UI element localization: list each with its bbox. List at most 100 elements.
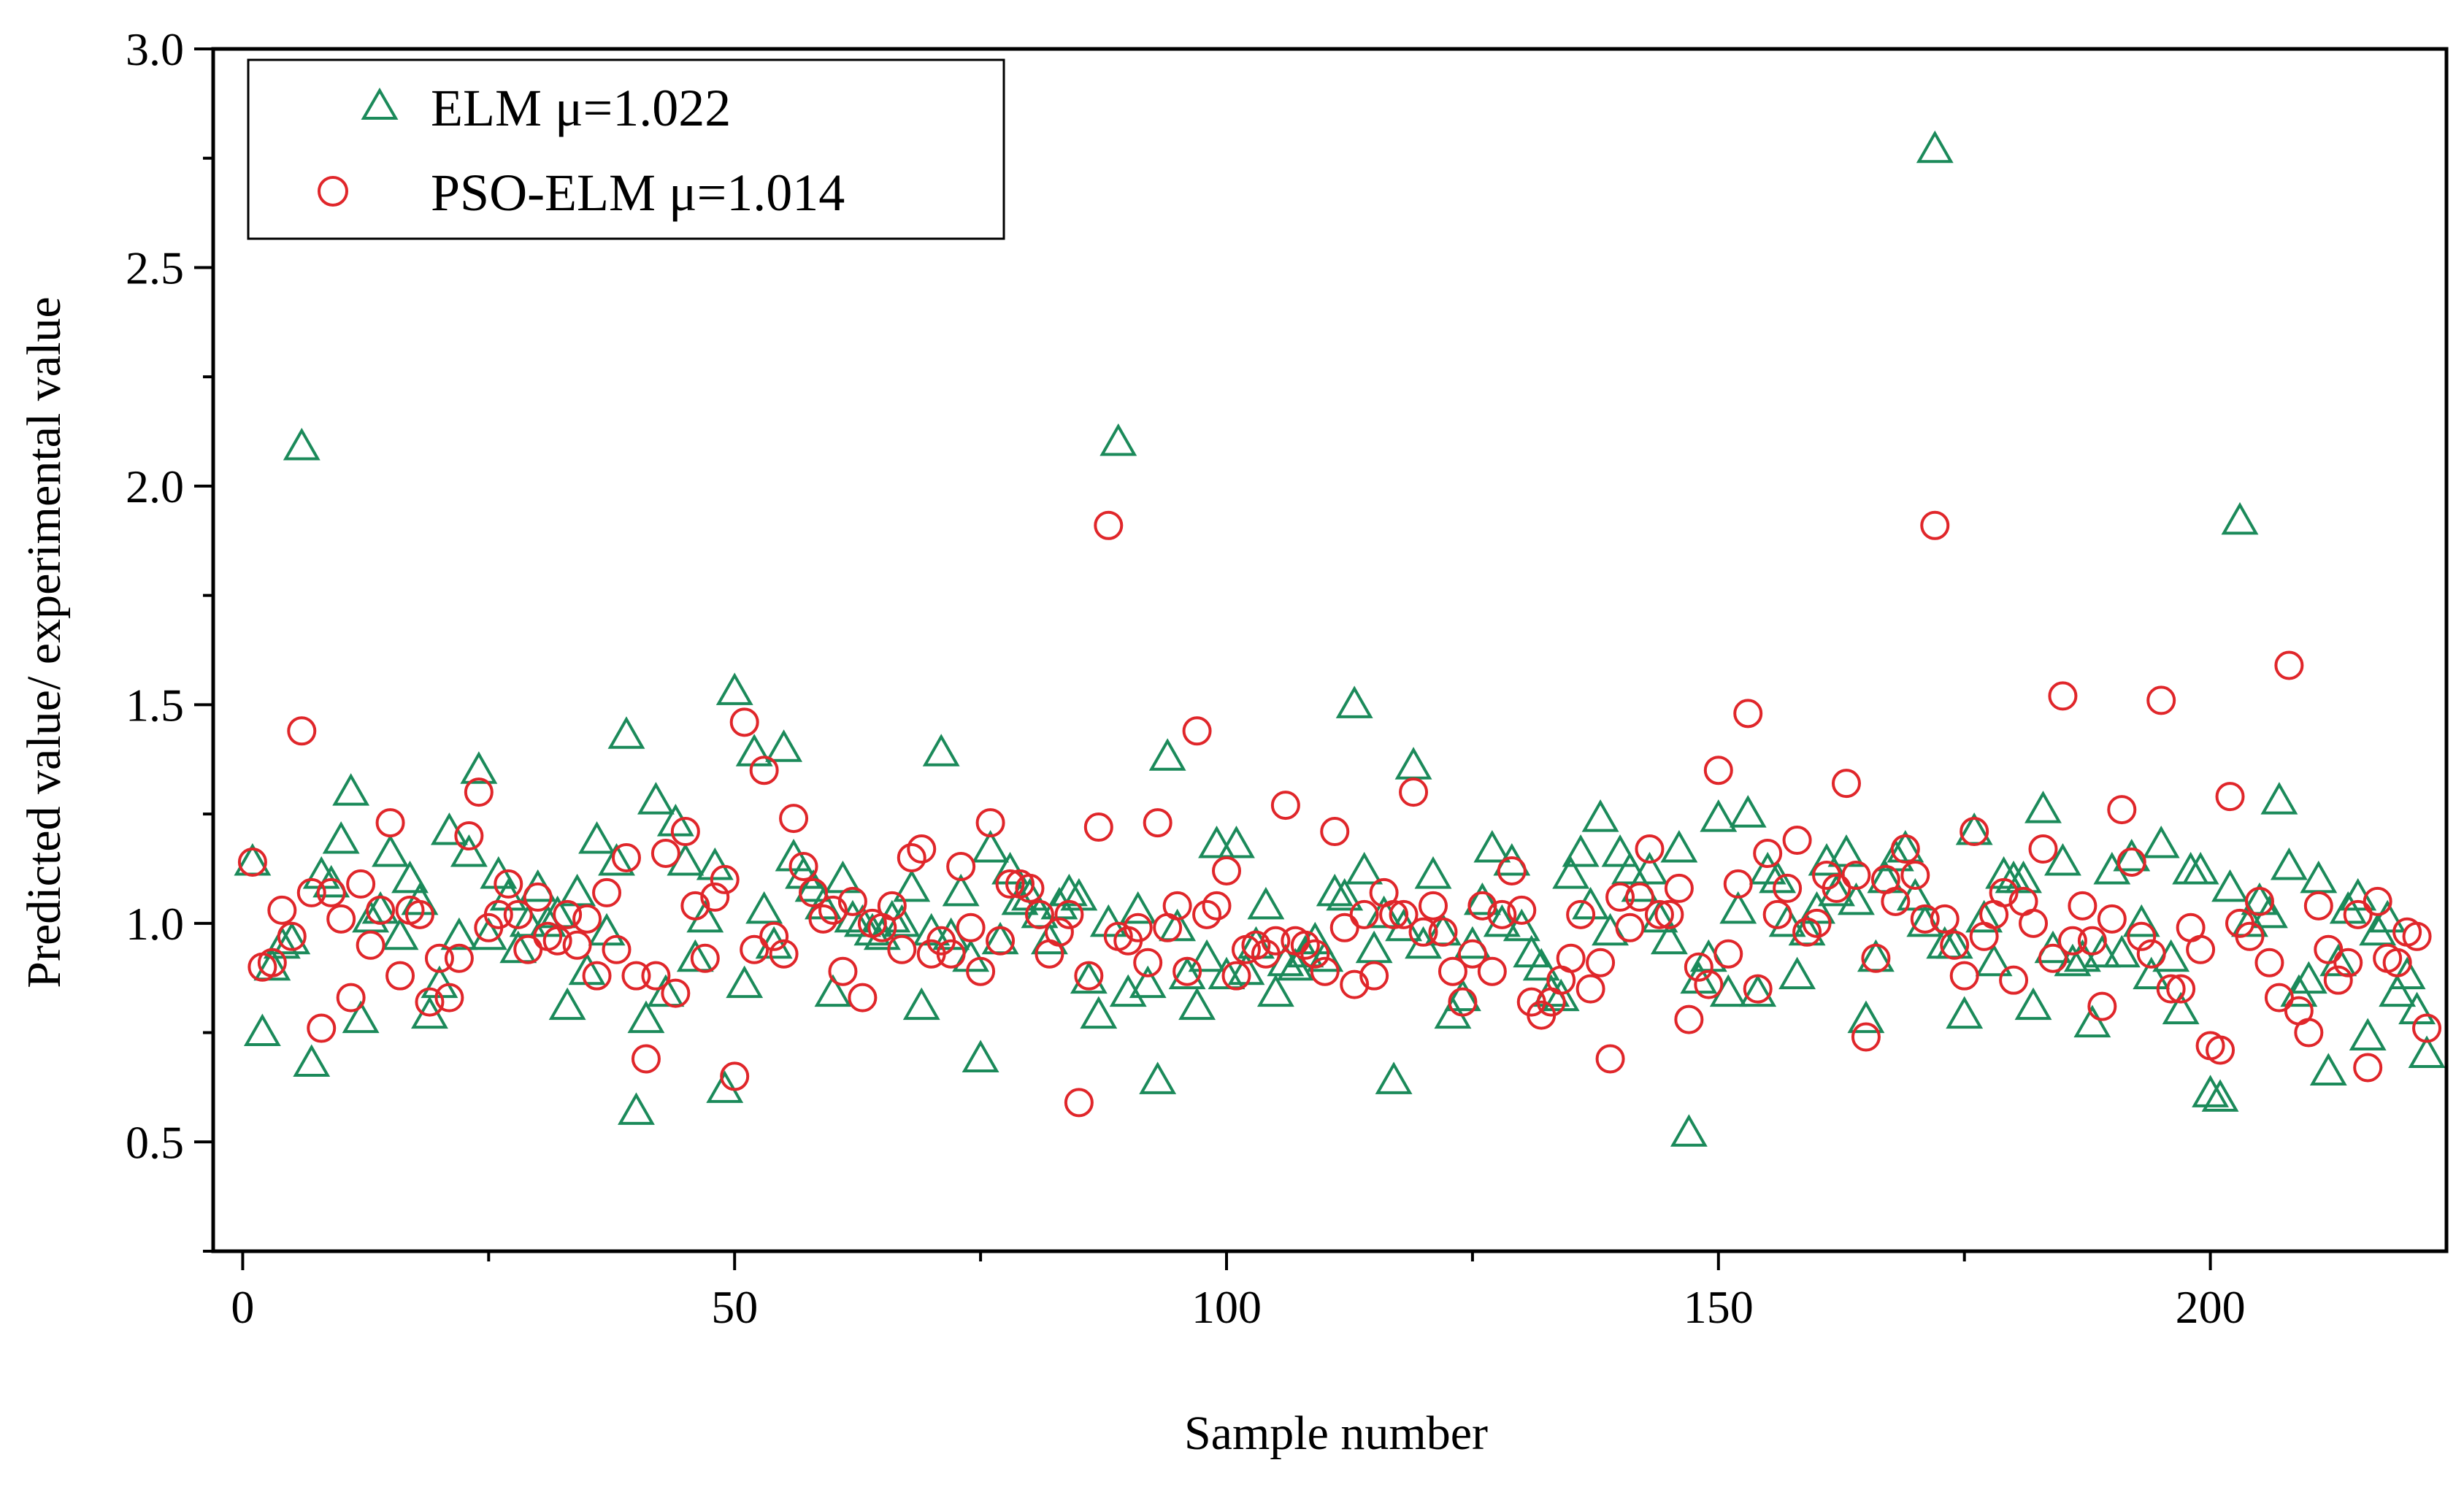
elm-point — [1394, 747, 1432, 780]
pso-elm-point — [2186, 934, 2216, 964]
pso-elm-point — [454, 821, 484, 851]
elm-point — [2309, 1053, 2347, 1086]
pso-elm-point — [2254, 948, 2284, 977]
pso-elm-point — [936, 939, 966, 969]
elm-point — [1148, 738, 1186, 771]
elm-point — [1759, 860, 1797, 894]
pso-elm-point — [2264, 983, 2294, 1013]
pso-elm-point — [700, 882, 730, 912]
elm-point — [1080, 996, 1118, 1029]
x-axis-title: Sample number — [1184, 1407, 1488, 1460]
elm-point — [1562, 834, 1600, 867]
pso-elm-point — [661, 978, 691, 1008]
pso-elm-point — [424, 943, 454, 973]
pso-elm-point — [946, 851, 976, 881]
legend: ELM μ=1.022 PSO-ELM μ=1.014 — [247, 58, 1005, 240]
pso-elm-point — [2382, 948, 2412, 977]
elm-point — [1099, 423, 1137, 456]
elm-point — [922, 734, 960, 766]
elm-point — [1159, 908, 1197, 942]
elm-point — [1838, 882, 1875, 915]
pso-elm-point — [237, 847, 267, 877]
pso-elm-point — [837, 886, 867, 916]
elm-point — [440, 917, 478, 950]
pso-elm-point — [1595, 1044, 1625, 1074]
pso-elm-point — [1507, 895, 1537, 925]
pso-elm-point — [2323, 965, 2353, 995]
elm-point — [2379, 974, 2417, 1007]
pso-elm-point — [848, 983, 878, 1013]
pso-elm-point — [986, 926, 1016, 956]
elm-point — [381, 917, 419, 950]
pso-elm-point — [1940, 930, 1970, 960]
elm-point — [1700, 799, 1738, 832]
pso-elm-point — [1586, 948, 1616, 977]
pso-elm-point — [1054, 899, 1084, 929]
pso-elm-point — [375, 808, 405, 838]
pso-elm-point — [2353, 1053, 2383, 1083]
pso-elm-point — [2146, 685, 2176, 715]
pso-elm-point — [1566, 899, 1596, 929]
pso-elm-point — [1024, 899, 1054, 929]
pso-elm-point — [1408, 917, 1438, 947]
elm-point — [1198, 825, 1235, 858]
pso-elm-point — [1881, 886, 1911, 916]
y-axis-title: Predicted value/ experimental value — [18, 296, 71, 988]
elm-point — [627, 1000, 665, 1034]
pso-elm-point — [769, 939, 799, 969]
pso-elm-point — [1654, 899, 1684, 929]
elm-point — [2300, 860, 2338, 894]
pso-elm-point — [1782, 826, 1812, 856]
pso-elm-point — [287, 716, 317, 746]
pso-elm-point — [2166, 974, 2196, 1004]
pso-elm-point — [1999, 965, 2029, 995]
elm-point — [902, 987, 940, 1021]
elm-point — [1355, 930, 1393, 964]
elm-point — [391, 860, 429, 894]
pso-elm-point — [2038, 943, 2068, 973]
pso-elm-point — [650, 838, 680, 868]
x-tick-label: 150 — [1684, 1281, 1754, 1333]
series-elm — [234, 130, 2446, 1147]
pso-elm-point — [1310, 956, 1340, 986]
elm-point — [2073, 1004, 2111, 1038]
elm-point — [1454, 926, 1492, 959]
elm-point — [2349, 1018, 2387, 1051]
elm-point — [1443, 978, 1481, 1012]
legend-label-pso-elm: PSO-ELM μ=1.014 — [431, 164, 845, 222]
pso-elm-point — [2107, 795, 2137, 825]
x-tick-label: 200 — [2176, 1281, 2246, 1333]
pso-elm-point — [1674, 1004, 1704, 1034]
elm-point — [499, 930, 537, 964]
pso-elm-point — [611, 842, 641, 872]
elm-point — [618, 1092, 655, 1125]
elm-point — [2181, 851, 2219, 885]
pso-elm-point — [385, 961, 415, 991]
pso-elm-point — [2294, 1018, 2324, 1048]
pso-elm-point — [1644, 899, 1674, 929]
elm-point — [1778, 956, 1816, 990]
y-tick-label: 3.0 — [126, 23, 184, 75]
pso-elm-point — [877, 891, 907, 921]
elm-point — [667, 842, 705, 876]
pso-elm-point — [257, 948, 287, 977]
elm-point — [273, 921, 311, 955]
pso-elm-point — [1094, 510, 1124, 540]
pso-elm-point — [1438, 956, 1467, 986]
pso-elm-point — [680, 891, 710, 921]
elm-point — [2250, 895, 2288, 929]
pso-elm-point — [1890, 834, 1920, 864]
y-tick-label: 0.5 — [126, 1116, 184, 1168]
elm-point — [2408, 1035, 2446, 1068]
elm-point — [1946, 996, 1984, 1029]
pso-elm-point — [1802, 908, 1832, 938]
elm-point — [1316, 873, 1354, 907]
pso-elm-point — [2244, 886, 2274, 916]
pso-elm-point — [1635, 834, 1665, 864]
pso-elm-point — [1851, 1022, 1881, 1052]
pso-elm-point — [1615, 912, 1645, 942]
pso-elm-point — [975, 808, 1005, 838]
elm-point — [794, 869, 832, 902]
pso-elm-point — [346, 869, 376, 899]
pso-elm-point — [1241, 930, 1271, 960]
